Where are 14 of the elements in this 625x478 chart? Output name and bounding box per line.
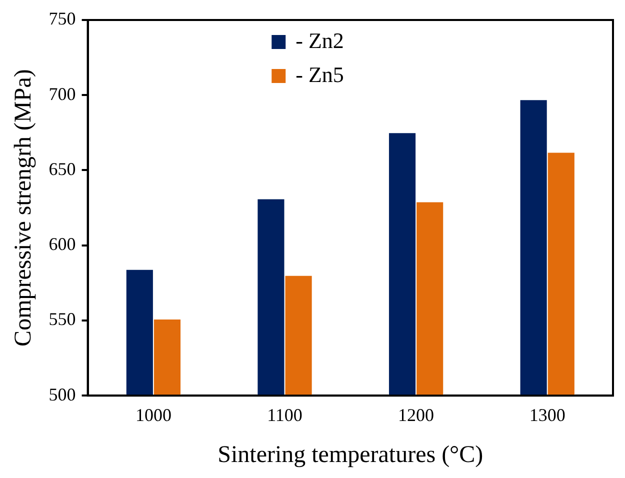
legend-label: - Zn5 — [296, 62, 344, 87]
legend-label: - Zn2 — [296, 28, 344, 53]
y-tick-label: 650 — [48, 158, 76, 179]
y-tick-label: 600 — [48, 234, 76, 254]
y-tick-label: 700 — [48, 84, 76, 104]
x-tick-label: 1100 — [267, 405, 302, 426]
y-tick-label: 550 — [48, 309, 76, 330]
x-tick-label: 1000 — [135, 405, 172, 426]
y-tick-label: 750 — [48, 8, 76, 29]
y-axis-title: Compressive strengrh (MPa) — [10, 69, 37, 346]
x-tick-label: 1200 — [398, 405, 434, 426]
x-axis-title: Sintering temperatures (°C) — [218, 442, 484, 468]
x-tick-label: 1300 — [529, 405, 566, 426]
y-tick-label: 500 — [48, 384, 76, 404]
